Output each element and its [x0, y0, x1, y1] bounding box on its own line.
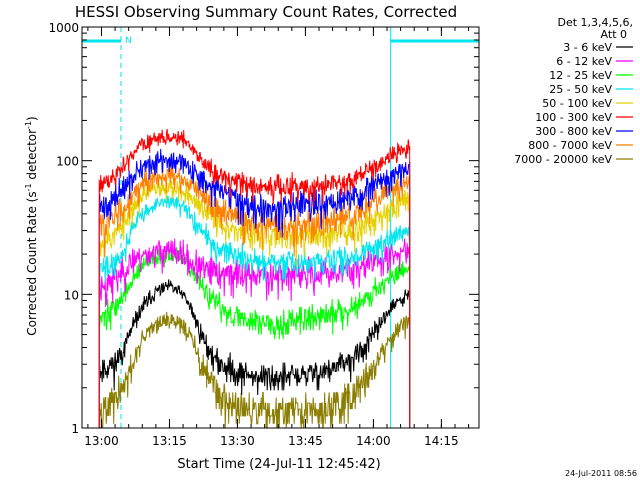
legend-label-3: 25 - 50 keV [549, 83, 612, 96]
y-axis-label-mid: detector [25, 129, 39, 184]
series-trace-0 [98, 279, 411, 428]
y-tick-label-3: 1000 [48, 21, 79, 35]
x-tick-label-4: 14:00 [356, 434, 391, 448]
series-trace-4 [98, 176, 411, 428]
series-trace-1 [98, 238, 411, 428]
x-axis-ticks: 13:00 13:15 13:30 13:45 14:00 14:15 [84, 27, 470, 448]
x-tick-label-0: 13:00 [84, 434, 119, 448]
x-tick-label-5: 14:15 [424, 434, 459, 448]
orbit-lines [81, 27, 480, 428]
y-axis-label-sup-1: -1 [24, 183, 33, 191]
night-flag-label: N [125, 36, 132, 46]
legend-label-0: 3 - 6 keV [563, 41, 612, 54]
y-tick-label-1: 10 [64, 288, 79, 302]
legend-label-4: 50 - 100 keV [542, 97, 612, 110]
y-tick-label-0: 1 [71, 422, 79, 436]
y-axis-ticks: 1 10 100 1000 [48, 21, 479, 436]
x-axis-label: Start Time (24-Jul-11 12:45:42) [177, 457, 380, 472]
series-trace-7 [98, 161, 411, 428]
chart-title: HESSI Observing Summary Count Rates, Cor… [75, 3, 457, 21]
y-tick-label-2: 100 [56, 155, 79, 169]
plot-frame [81, 26, 480, 429]
legend-header-line-1: Det 1,3,4,5,6, [557, 16, 633, 29]
legend-label-1: 6 - 12 keV [556, 55, 612, 68]
y-axis-label: Corrected Count Rate (s-1 detector-1) [24, 116, 39, 335]
x-tick-label-2: 13:30 [220, 434, 255, 448]
generation-timestamp: 24-Jul-2011 08:56 [565, 469, 637, 478]
series-traces [98, 128, 411, 429]
series-trace-3 [98, 195, 411, 428]
legend-label-5: 100 - 300 keV [535, 111, 612, 124]
plot-area: N 1 10 100 1000 13:00 13:15 13:30 13:45 14:00 14… [48, 21, 480, 448]
series-trace-5 [98, 128, 411, 428]
y-axis-label-main: Corrected Count Rate (s [25, 191, 39, 335]
y-axis-label-sup-2: -1 [24, 121, 33, 129]
legend-label-8: 7000 - 20000 keV [514, 153, 612, 166]
legend-label-6: 300 - 800 keV [535, 125, 612, 138]
legend-header-line-2: Att 0 [601, 28, 627, 41]
y-axis-label-end: ) [25, 116, 39, 121]
series-trace-6 [98, 148, 411, 428]
x-tick-label-1: 13:15 [152, 434, 187, 448]
legend-label-7: 800 - 7000 keV [528, 139, 612, 152]
x-tick-label-3: 13:45 [288, 434, 323, 448]
legend-label-2: 12 - 25 keV [549, 69, 612, 82]
series-trace-8 [99, 311, 411, 429]
